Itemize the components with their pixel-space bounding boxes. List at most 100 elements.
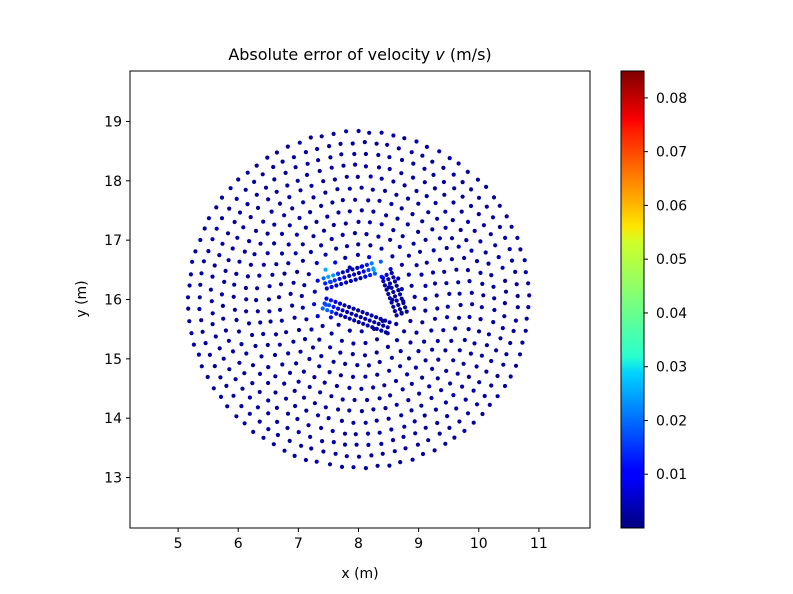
data-point <box>261 331 266 337</box>
data-point <box>221 356 226 361</box>
data-point <box>353 432 358 437</box>
data-point <box>392 294 398 299</box>
data-point <box>285 144 290 149</box>
data-point <box>409 283 414 288</box>
data-point <box>502 301 507 306</box>
data-point <box>324 286 329 291</box>
data-point <box>276 295 282 300</box>
data-point <box>445 304 450 309</box>
data-point <box>437 431 442 436</box>
data-point <box>379 130 384 135</box>
data-point <box>405 196 411 201</box>
data-point <box>389 300 394 305</box>
data-point <box>353 162 358 167</box>
colorbar-tick-label: 0.06 <box>656 198 687 214</box>
data-point <box>315 314 320 319</box>
scatter-points <box>185 128 532 471</box>
data-point <box>387 463 392 468</box>
data-point <box>344 280 349 285</box>
data-point <box>334 246 339 251</box>
data-point <box>300 258 305 263</box>
data-point <box>340 270 345 275</box>
data-point <box>250 332 255 338</box>
data-point <box>188 272 193 277</box>
data-point <box>233 377 238 382</box>
data-point <box>371 209 376 214</box>
data-point <box>190 259 195 264</box>
data-point <box>320 323 325 329</box>
data-point <box>380 451 385 456</box>
data-point <box>451 393 456 398</box>
data-point <box>397 307 403 312</box>
data-point <box>340 198 345 203</box>
data-point <box>387 281 393 286</box>
data-point <box>527 293 532 298</box>
data-point <box>513 269 518 274</box>
data-point <box>377 430 382 435</box>
data-point <box>218 394 224 399</box>
data-point <box>321 276 326 281</box>
data-point <box>468 351 473 356</box>
data-point <box>452 186 457 191</box>
data-point <box>227 206 232 211</box>
data-point <box>489 358 494 364</box>
data-point <box>355 174 360 179</box>
data-point <box>282 213 287 218</box>
data-point <box>220 241 225 246</box>
data-point <box>267 284 272 289</box>
data-point <box>355 363 360 368</box>
data-point <box>392 309 397 314</box>
data-point <box>361 321 366 326</box>
data-point <box>197 306 202 312</box>
data-point <box>314 219 319 224</box>
data-point <box>402 329 407 334</box>
data-point <box>234 196 239 201</box>
data-point <box>315 278 320 283</box>
data-point <box>347 186 352 191</box>
data-point <box>470 302 475 307</box>
data-point <box>441 328 446 333</box>
data-point <box>347 273 352 278</box>
data-point <box>320 306 325 311</box>
data-point <box>210 237 215 242</box>
data-point <box>392 279 398 284</box>
data-point <box>479 305 484 310</box>
data-point <box>224 383 229 388</box>
data-point <box>388 237 393 242</box>
data-point <box>199 364 204 369</box>
data-point <box>296 327 302 333</box>
data-point <box>301 369 306 374</box>
data-point <box>291 339 296 344</box>
data-point <box>371 266 376 271</box>
data-point <box>242 249 247 254</box>
data-point <box>268 319 273 324</box>
data-point <box>359 329 364 334</box>
data-point <box>237 360 242 365</box>
data-point <box>526 305 531 310</box>
data-point <box>496 255 501 260</box>
data-point <box>413 431 418 436</box>
data-point <box>441 179 446 185</box>
data-point <box>477 380 482 385</box>
data-point <box>495 373 500 379</box>
data-point <box>308 434 313 439</box>
data-point <box>265 155 270 160</box>
data-point <box>416 349 421 354</box>
data-point <box>333 451 338 456</box>
data-point <box>296 379 301 384</box>
data-point <box>489 273 494 278</box>
data-point <box>274 405 279 410</box>
data-point <box>279 231 285 236</box>
data-point <box>246 321 252 326</box>
data-point <box>491 195 497 200</box>
data-point <box>304 408 309 413</box>
data-point <box>331 359 336 364</box>
data-point <box>211 386 216 391</box>
data-point <box>451 172 456 177</box>
data-point <box>345 268 350 273</box>
data-point <box>400 234 405 239</box>
data-point <box>523 328 528 333</box>
data-point <box>411 241 416 246</box>
data-point <box>253 228 259 233</box>
data-point <box>312 375 317 380</box>
